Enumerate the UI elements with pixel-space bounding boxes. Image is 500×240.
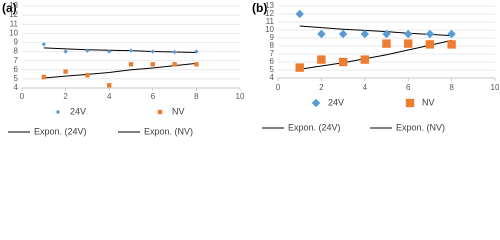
page: (a) 4 5 6 7 8 9 10 11 12 13 0 2 4 6 8 10 Expon. (24V) Expo… (2, 1, 500, 137)
marker (150, 62, 155, 67)
legend-marker (311, 98, 321, 108)
panel-title: (a) (2, 1, 17, 15)
y-tick-label: 12 (9, 10, 18, 19)
x-tick-label: 0 (276, 83, 281, 92)
trendline (43, 62, 197, 79)
marker (107, 49, 112, 54)
marker (360, 55, 369, 64)
x-tick-label: 4 (107, 92, 112, 101)
y-tick-label: 10 (265, 25, 274, 34)
marker (128, 62, 134, 67)
marker (425, 29, 435, 39)
legend-marker (55, 109, 61, 115)
y-tick-label: 12 (265, 9, 274, 18)
x-tick-label: 8 (449, 83, 454, 92)
marker (85, 73, 90, 78)
marker (107, 83, 112, 88)
legend-label: NV (422, 97, 435, 107)
y-tick-label: 13 (265, 1, 274, 10)
marker (360, 29, 369, 39)
marker (63, 49, 68, 54)
legend-marker (405, 98, 415, 108)
legend-label: Expon. (24V) (34, 126, 87, 136)
y-tick-label: 6 (14, 65, 19, 74)
y-tick-label: 8 (270, 41, 275, 50)
marker (404, 29, 413, 39)
marker (317, 29, 326, 39)
x-tick-label: 2 (63, 92, 68, 101)
y-tick-label: 5 (270, 65, 275, 74)
marker (194, 49, 199, 54)
marker (172, 49, 177, 55)
x-tick-label: 10 (236, 92, 245, 101)
marker (128, 48, 134, 53)
marker (447, 29, 456, 39)
y-tick-label: 6 (270, 57, 275, 66)
y-tick-label: 4 (270, 73, 275, 82)
marker (425, 40, 435, 49)
marker (338, 57, 348, 67)
y-tick-label: 7 (270, 49, 275, 58)
y-tick-label: 13 (9, 1, 18, 10)
marker (172, 62, 177, 67)
legend-label: Expon. (NV) (396, 122, 445, 132)
marker (447, 40, 456, 49)
marker (63, 69, 68, 74)
y-tick-label: 7 (14, 56, 19, 65)
trendline (43, 47, 197, 53)
legend-label: 24V (70, 106, 86, 116)
x-tick-label: 6 (406, 83, 411, 92)
marker (85, 48, 90, 53)
marker (41, 74, 46, 80)
marker (295, 63, 304, 72)
panel-title: (b) (252, 1, 267, 15)
y-tick-label: 5 (14, 74, 19, 83)
marker (41, 42, 46, 47)
x-tick-label: 10 (491, 83, 500, 92)
y-tick-label: 11 (266, 17, 275, 26)
marker (338, 29, 348, 39)
y-tick-label: 8 (14, 47, 19, 56)
y-tick-label: 11 (10, 19, 19, 28)
y-tick-label: 9 (270, 33, 275, 42)
marker (382, 39, 391, 48)
marker (295, 9, 304, 19)
marker (150, 49, 155, 54)
legend-marker (157, 109, 163, 115)
x-tick-label: 2 (319, 83, 324, 92)
legend-label: 24V (328, 97, 344, 107)
y-tick-label: 4 (14, 83, 19, 92)
y-tick-label: 9 (14, 38, 19, 47)
legend-label: Expon. (NV) (144, 126, 193, 136)
legend-label: NV (172, 106, 185, 116)
x-tick-label: 6 (151, 92, 156, 101)
y-tick-label: 10 (9, 28, 18, 37)
x-tick-label: 0 (20, 92, 25, 101)
legend-label: Expon. (24V) (288, 122, 341, 132)
x-tick-label: 8 (194, 92, 199, 101)
marker (382, 29, 391, 39)
marker (194, 62, 199, 67)
x-tick-label: 4 (363, 83, 368, 92)
marker (317, 55, 326, 64)
marker (404, 39, 413, 48)
